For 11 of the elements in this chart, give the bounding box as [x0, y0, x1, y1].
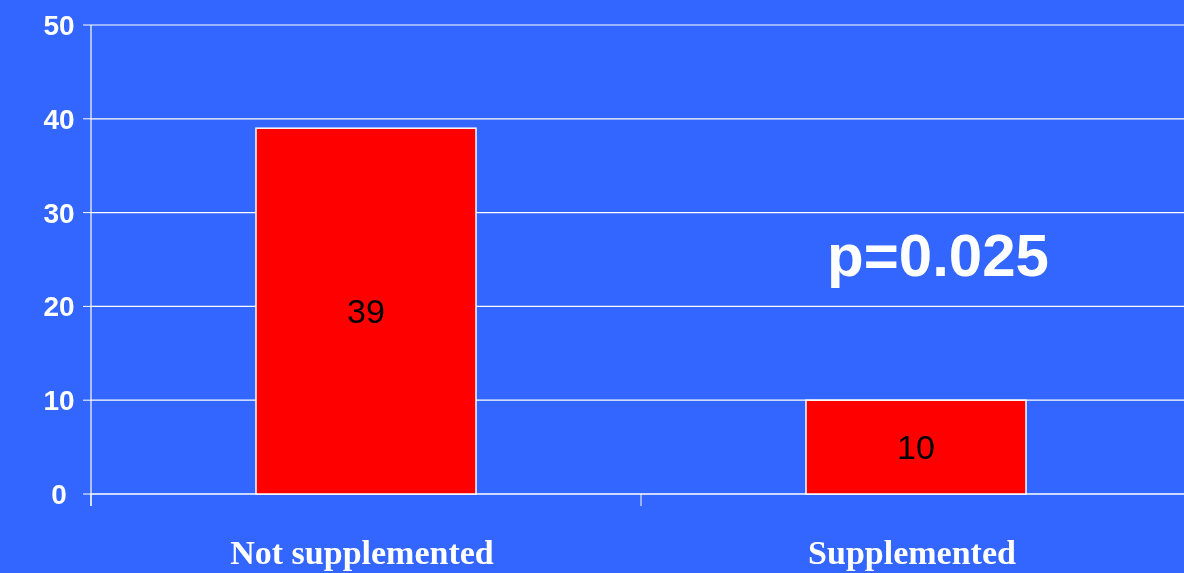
x-tick-label: Not supplemented [230, 534, 494, 571]
data-label: 39 [347, 292, 385, 331]
y-tick-label: 50 [43, 10, 75, 41]
y-tick-label: 10 [43, 385, 75, 417]
y-tick-label: 40 [43, 103, 75, 135]
annotation: p=0.025 [827, 222, 1049, 289]
y-tick-label: 30 [43, 197, 75, 229]
y-tick-label: 0 [51, 479, 67, 510]
data-label: 10 [897, 428, 935, 467]
y-tick-label: 20 [43, 291, 75, 323]
x-tick-label: Supplemented [808, 534, 1016, 571]
